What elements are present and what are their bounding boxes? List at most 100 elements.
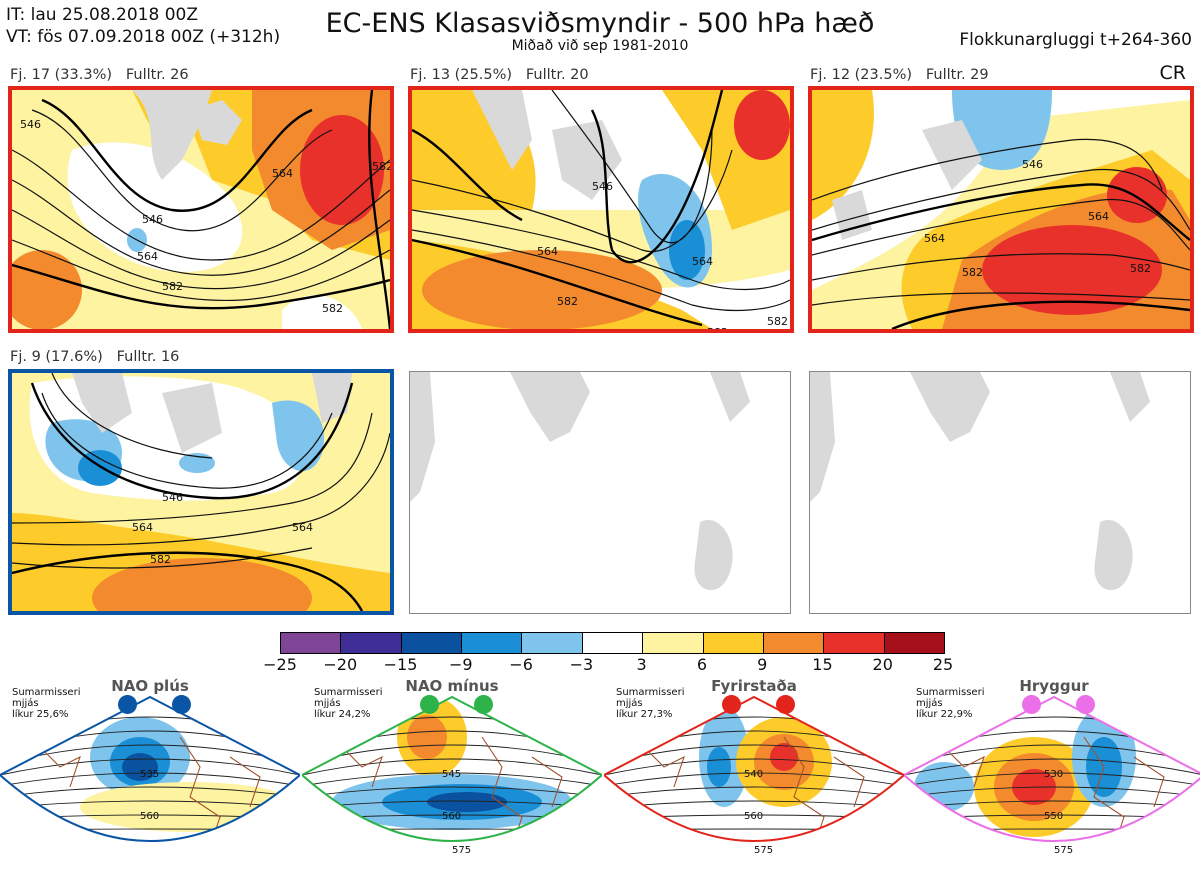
regime-panel: Sumarmisseri mjjás líkur 24,2% NAO mínus 545… — [302, 677, 602, 871]
contour-label: 546 — [142, 213, 163, 226]
regime-marker-dot — [420, 695, 439, 714]
contour-label: 582 — [962, 266, 983, 279]
contour-label: 546 — [1022, 158, 1043, 171]
contour-label: 564 — [692, 255, 713, 268]
regime-contour-label: 560 — [140, 811, 159, 822]
regime-contour-label: 550 — [1044, 811, 1063, 822]
page-subtitle: Miðað við sep 1981-2010 — [511, 38, 689, 54]
anomaly-blob — [1011, 851, 1047, 863]
colorbar-ticks: −25 −20 −15 −9 −6 −3 3 6 9 15 20 25 — [260, 655, 960, 675]
regime-contour-label: 575 — [754, 845, 773, 856]
height-contour — [302, 786, 602, 798]
regime-title: NAO mínus — [405, 677, 499, 695]
contour-label: 546 — [592, 180, 613, 193]
regime-contour-label: 575 — [452, 845, 471, 856]
colorbar-segment — [341, 633, 402, 653]
contour-label: 564 — [137, 250, 158, 263]
regimes-row: Sumarmisseri mjjás líkur 25,6% NAO plús 535 5… — [0, 677, 1200, 871]
corner-code: CR — [1159, 62, 1186, 84]
height-contour — [0, 786, 300, 798]
contour-label: 564 — [1088, 210, 1109, 223]
anomaly-blob — [770, 743, 798, 771]
regime-meta-line: mjjás — [916, 698, 943, 709]
regime-marker-dot — [1076, 695, 1095, 714]
contour-label: 582 — [162, 280, 183, 293]
regime-contour-label: 540 — [744, 769, 763, 780]
regime-meta-line: Sumarmisseri — [616, 687, 685, 698]
colorbar-tick-label: −25 — [263, 655, 297, 674]
height-contour — [0, 758, 300, 776]
colorbar-tick-label: −9 — [449, 655, 473, 674]
classification-window: Flokkunargluggi t+264-360 — [959, 30, 1192, 50]
contour-label: 546 — [162, 491, 183, 504]
regime-panel: Sumarmisseri mjjás líkur 22,9% Hryggur 530 55… — [904, 677, 1200, 871]
cluster-4-label: Fj. 9 (17.6%) Fulltr. 16 — [10, 349, 180, 365]
regime-marker-dot — [1022, 695, 1041, 714]
colorbar-tick-label: 15 — [812, 655, 833, 674]
contour-label: 546 — [20, 118, 41, 131]
height-contour — [904, 786, 1200, 798]
empty-map-1 — [409, 371, 791, 614]
anomaly-blob — [80, 782, 300, 832]
contour-label: 582 — [322, 302, 343, 315]
regime-title: NAO plús — [111, 677, 189, 695]
regime-fan-outline — [302, 695, 602, 842]
regime-meta: Sumarmisseri mjjás líkur 27,3% — [616, 687, 684, 720]
cluster-2-map: 564 582 546 564 582 582 — [408, 86, 794, 333]
colorbar-tick-label: 20 — [872, 655, 893, 674]
colorbar-segment — [401, 633, 463, 653]
cluster-3-label: Fj. 12 (23.5%) Fulltr. 29 — [810, 67, 989, 83]
regime-marker-dot — [722, 695, 741, 714]
height-contour — [904, 758, 1200, 776]
colorbar-segment — [703, 633, 764, 653]
cluster-2-label: Fj. 13 (25.5%) Fulltr. 20 — [410, 67, 589, 83]
colorbar-segment — [643, 633, 704, 653]
contour-label: 564 — [924, 232, 945, 245]
regime-panel: Sumarmisseri mjjás líkur 27,3% Fyrirstaða 54… — [604, 677, 904, 871]
regime-marker-dot — [172, 695, 191, 714]
regime-meta-line: líkur 22,9% — [916, 709, 973, 720]
anomaly-blob — [407, 715, 447, 759]
height-contour — [604, 758, 904, 776]
regime-fan-map: 545 560 575 — [302, 695, 602, 856]
contour-label: 582 — [767, 315, 788, 328]
regime-title: Fyrirstaða — [711, 677, 797, 695]
height-contour — [0, 772, 300, 787]
regime-meta-line: Sumarmisseri — [12, 687, 81, 698]
colorbar-segment — [522, 633, 583, 653]
regime-contour-label: 560 — [442, 811, 461, 822]
cluster-1-map: 546 546 564 564 582 582 582 — [8, 86, 394, 333]
anomaly-blob — [707, 747, 731, 787]
colorbar-tick-label: 3 — [636, 655, 647, 674]
regime-meta-line: mjjás — [314, 698, 341, 709]
colorbar-segment — [462, 633, 523, 653]
regime-fan-outline — [904, 695, 1200, 842]
regime-meta-line: Sumarmisseri — [314, 687, 383, 698]
header-times: IT: lau 25.08.2018 00Z VT: fös 07.09.201… — [6, 4, 280, 48]
contour-label: 582 — [557, 295, 578, 308]
regime-meta-line: líkur 27,3% — [616, 709, 673, 720]
contour-label: 564 — [132, 521, 153, 534]
regime-marker-dot — [474, 695, 493, 714]
contour-label: 582 — [150, 553, 171, 566]
colorbar-segment — [582, 633, 644, 653]
regime-fan-map: 535 560 — [0, 695, 300, 842]
regime-meta: Sumarmisseri mjjás líkur 22,9% — [916, 687, 984, 720]
regime-meta-line: mjjás — [12, 698, 39, 709]
regime-fan-map: 540 560 575 — [604, 695, 904, 856]
height-contour — [904, 772, 1200, 787]
colorbar-tick-label: 25 — [932, 655, 954, 674]
cluster-1-label: Fj. 17 (33.3%) Fulltr. 26 — [10, 67, 189, 83]
regime-contour-label: 560 — [744, 811, 763, 822]
regime-contour-label: 545 — [442, 769, 461, 780]
contour-label: 564 — [537, 245, 558, 258]
colorbar-tick-label: −6 — [509, 655, 533, 674]
contour-label: 582 — [707, 326, 728, 329]
colorbar — [280, 632, 945, 654]
colorbar-segment — [281, 633, 342, 653]
regime-meta-line: Sumarmisseri — [916, 687, 985, 698]
height-contour — [302, 758, 602, 776]
regime-fan-map: 530 550 575 — [904, 695, 1200, 863]
colorbar-tick-label: −3 — [569, 655, 594, 674]
empty-map-2 — [809, 371, 1191, 614]
